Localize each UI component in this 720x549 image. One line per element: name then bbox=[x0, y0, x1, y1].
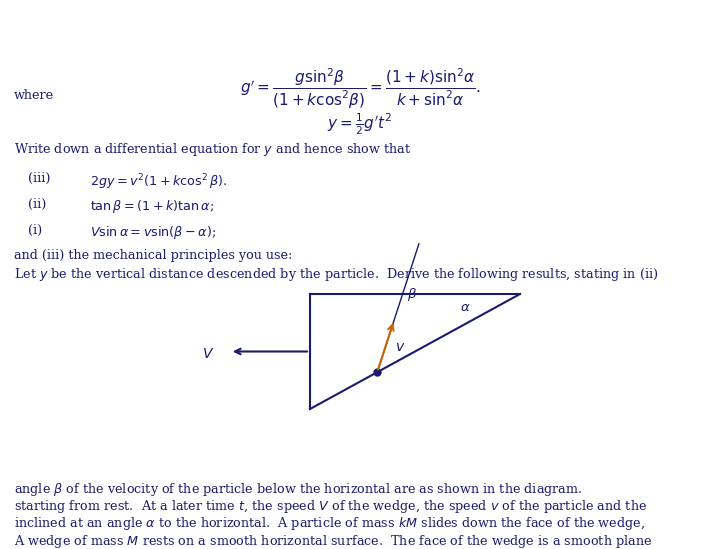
Text: $2gy = v^2(1 + k\cos^2\beta)$.: $2gy = v^2(1 + k\cos^2\beta)$. bbox=[90, 172, 228, 192]
Text: where: where bbox=[14, 89, 54, 102]
Text: Write down a differential equation for $y$ and hence show that: Write down a differential equation for $… bbox=[14, 141, 412, 158]
Text: angle $\beta$ of the velocity of the particle below the horizontal are as shown : angle $\beta$ of the velocity of the par… bbox=[14, 480, 582, 497]
Text: $\tan\beta = (1 + k)\tan\alpha$;: $\tan\beta = (1 + k)\tan\alpha$; bbox=[90, 198, 215, 215]
Text: and (iii) the mechanical principles you use:: and (iii) the mechanical principles you … bbox=[14, 249, 292, 261]
Text: $y = \frac{1}{2}g't^2$: $y = \frac{1}{2}g't^2$ bbox=[328, 111, 392, 137]
Text: starting from rest.  At a later time $t$, the speed $V$ of the wedge, the speed : starting from rest. At a later time $t$,… bbox=[14, 498, 647, 515]
Text: $v$: $v$ bbox=[395, 340, 405, 355]
Text: (iii): (iii) bbox=[28, 172, 50, 185]
Text: A wedge of mass $M$ rests on a smooth horizontal surface.  The face of the wedge: A wedge of mass $M$ rests on a smooth ho… bbox=[14, 533, 652, 549]
Text: $V\sin\alpha = v\sin(\beta - \alpha)$;: $V\sin\alpha = v\sin(\beta - \alpha)$; bbox=[90, 224, 216, 241]
Text: inclined at an angle $\alpha$ to the horizontal.  A particle of mass $kM$ slides: inclined at an angle $\alpha$ to the hor… bbox=[14, 516, 645, 533]
Text: Let $y$ be the vertical distance descended by the particle.  Derive the followin: Let $y$ be the vertical distance descend… bbox=[14, 266, 658, 283]
Text: $\alpha$: $\alpha$ bbox=[460, 301, 471, 314]
Text: (ii): (ii) bbox=[28, 198, 46, 211]
Text: $g' = \dfrac{g\sin^2\!\beta}{(1+k\cos^2\!\beta)} = \dfrac{(1+k)\sin^2\!\alpha}{k: $g' = \dfrac{g\sin^2\!\beta}{(1+k\cos^2\… bbox=[240, 67, 480, 111]
Text: $V$: $V$ bbox=[202, 346, 214, 361]
Text: $\beta$: $\beta$ bbox=[407, 286, 417, 303]
Text: (i): (i) bbox=[28, 224, 42, 237]
